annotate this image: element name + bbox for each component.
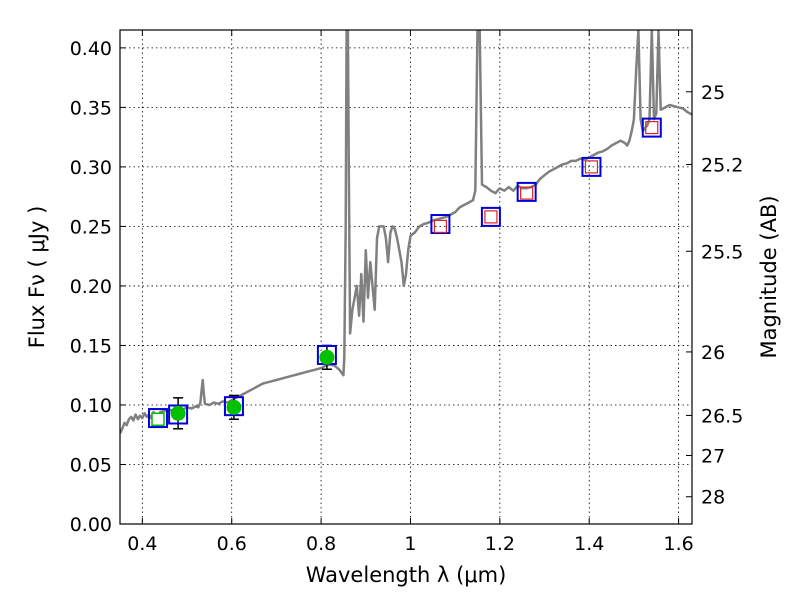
- predicted-photometry-square: [520, 186, 534, 200]
- y-tick-label: 0.15: [70, 335, 112, 357]
- model-photometry-square: [641, 117, 662, 138]
- y-tick-label: 0.25: [70, 216, 112, 238]
- y-tick-label: 0.35: [70, 97, 112, 119]
- x-tick-label: 0.8: [306, 533, 336, 555]
- y-axis-title: Flux Fν ( μJy ): [25, 206, 49, 349]
- y-tick-label: 0.10: [70, 395, 112, 417]
- y2-axis-title: Magnitude (AB): [757, 195, 781, 358]
- model-photometry-square: [147, 408, 168, 429]
- model-photometry-square: [480, 206, 501, 227]
- x-tick-label: 1.2: [485, 533, 515, 555]
- y2-tick-label: 25.5: [701, 241, 743, 263]
- model-photometry-square: [168, 404, 189, 425]
- x-tick-label: 0.4: [127, 533, 157, 555]
- predicted-photometry-square: [645, 121, 659, 135]
- x-tick-label: 1.4: [574, 533, 604, 555]
- plot-frame: [119, 29, 693, 525]
- y2-tick-label: 25: [701, 82, 725, 104]
- y2-tick-label: 27: [701, 445, 725, 467]
- y2-tick-label: 25.2: [701, 154, 743, 176]
- predicted-photometry-square: [433, 219, 448, 234]
- predicted-photometry-square: [484, 210, 498, 224]
- model-photometry-square: [430, 214, 451, 235]
- predicted-photometry-square: [584, 160, 599, 174]
- y-tick-label: 0.05: [70, 454, 112, 476]
- x-axis-title: Wavelength λ (μm): [306, 563, 507, 587]
- spectrum-line: [120, 30, 692, 435]
- photometry-markers: [147, 117, 662, 429]
- x-tick-label: 0.6: [217, 533, 247, 555]
- y2-tick-label: 26.5: [701, 405, 743, 427]
- plot-area: [120, 30, 692, 435]
- y-tick-label: 0.30: [70, 157, 112, 179]
- y-tick-label: 0.40: [70, 38, 112, 60]
- axis-ticks: 0.4 0.6 0.8 1 1.2 1.4 1.6 0.00 0.05 0.10 0.15 0.20 0…: [70, 30, 743, 555]
- observed-photometry-point: [226, 399, 242, 415]
- observed-photometry-point: [170, 405, 186, 421]
- y-tick-label: 0.00: [70, 514, 112, 536]
- model-photometry-square: [223, 396, 244, 417]
- model-photometry-square: [581, 156, 602, 177]
- x-tick-label: 1: [404, 533, 416, 555]
- observed-photometry-point: [319, 349, 335, 365]
- y2-tick-label: 28: [701, 487, 725, 509]
- model-photometry-square: [516, 181, 537, 202]
- y-tick-label: 0.20: [70, 276, 112, 298]
- y2-tick-label: 26: [701, 342, 725, 364]
- observed-photometry-point: [151, 412, 165, 426]
- x-tick-label: 1.6: [663, 533, 693, 555]
